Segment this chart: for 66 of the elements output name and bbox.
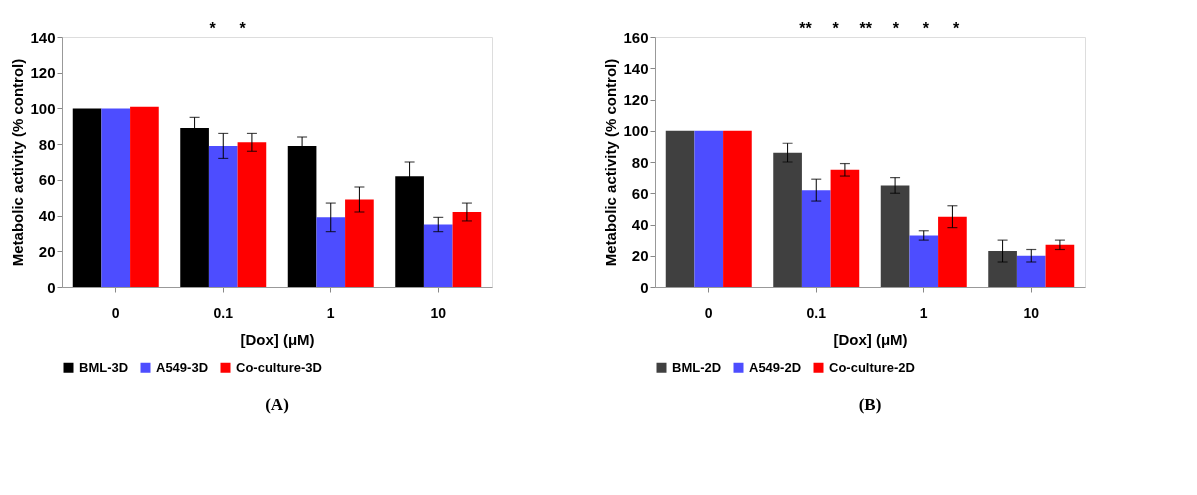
legend-label: BML-3D — [79, 359, 129, 375]
bar — [208, 145, 238, 287]
bar — [345, 199, 374, 287]
y-tick-label: 140 — [30, 28, 56, 46]
y-tick-label: 100 — [623, 122, 649, 140]
y-tick-label: 120 — [623, 91, 649, 108]
legend-label: BML-2D — [672, 359, 722, 375]
y-axis-title: Metabolic activity (% control) — [9, 58, 27, 267]
y-tick-label: 0 — [640, 278, 649, 296]
text: * — [952, 20, 960, 37]
y-tick-label: 60 — [38, 171, 56, 189]
bar — [101, 108, 131, 287]
text: * — [832, 20, 840, 37]
x-tick-label: 10 — [1023, 304, 1040, 321]
x-axis-title: [Dox] (μM) — [240, 330, 315, 348]
bar — [665, 130, 695, 287]
bar — [938, 216, 967, 287]
bar — [988, 251, 1017, 287]
x-tick-label: 10 — [430, 304, 447, 321]
x-tick-label: 0.1 — [213, 304, 234, 321]
bar — [452, 212, 482, 287]
text: (A) — [265, 395, 289, 414]
x-tick-label: 1 — [919, 304, 928, 321]
y-tick-label: 80 — [631, 153, 649, 171]
y-tick-label: 20 — [631, 247, 649, 265]
legend-label: A549-3D — [156, 359, 209, 375]
bar — [1045, 244, 1075, 287]
bar — [72, 108, 102, 287]
legend-label: Co-culture-2D — [829, 359, 915, 375]
bar — [694, 130, 724, 287]
y-tick-label: 0 — [47, 278, 56, 296]
bar — [423, 224, 453, 287]
text: ** — [799, 20, 813, 37]
y-tick-label: 140 — [623, 59, 649, 77]
text: ** — [859, 20, 873, 37]
y-tick-label: 160 — [623, 28, 649, 46]
y-tick-label: 100 — [30, 99, 56, 117]
x-tick-label: 0.1 — [806, 304, 827, 321]
bar — [237, 142, 267, 287]
bar — [723, 130, 752, 287]
bar — [830, 169, 860, 287]
legend-label: A549-2D — [749, 359, 802, 375]
bar — [1016, 255, 1046, 287]
y-tick-label: 60 — [631, 184, 649, 202]
x-axis-title: [Dox] (μM) — [833, 330, 908, 348]
bar — [316, 217, 346, 287]
text: (B) — [858, 395, 882, 414]
bar — [773, 152, 802, 287]
y-axis-title: Metabolic activity (% control) — [602, 58, 620, 267]
legend-label: Co-culture-3D — [236, 359, 322, 375]
x-tick-label: 0 — [704, 304, 713, 321]
text: * — [209, 20, 217, 37]
y-tick-label: 120 — [30, 64, 56, 82]
bar — [801, 190, 831, 287]
x-tick-label: 0 — [111, 304, 120, 321]
y-tick-label: 40 — [631, 216, 649, 233]
text: * — [239, 20, 247, 37]
bar — [909, 235, 939, 287]
bar — [880, 185, 910, 287]
y-tick-label: 80 — [38, 135, 56, 153]
text: * — [922, 20, 930, 37]
x-tick-label: 1 — [326, 304, 335, 321]
text: * — [892, 20, 900, 37]
bar — [130, 106, 159, 287]
y-tick-label: 40 — [38, 207, 56, 225]
y-tick-label: 20 — [38, 242, 56, 260]
